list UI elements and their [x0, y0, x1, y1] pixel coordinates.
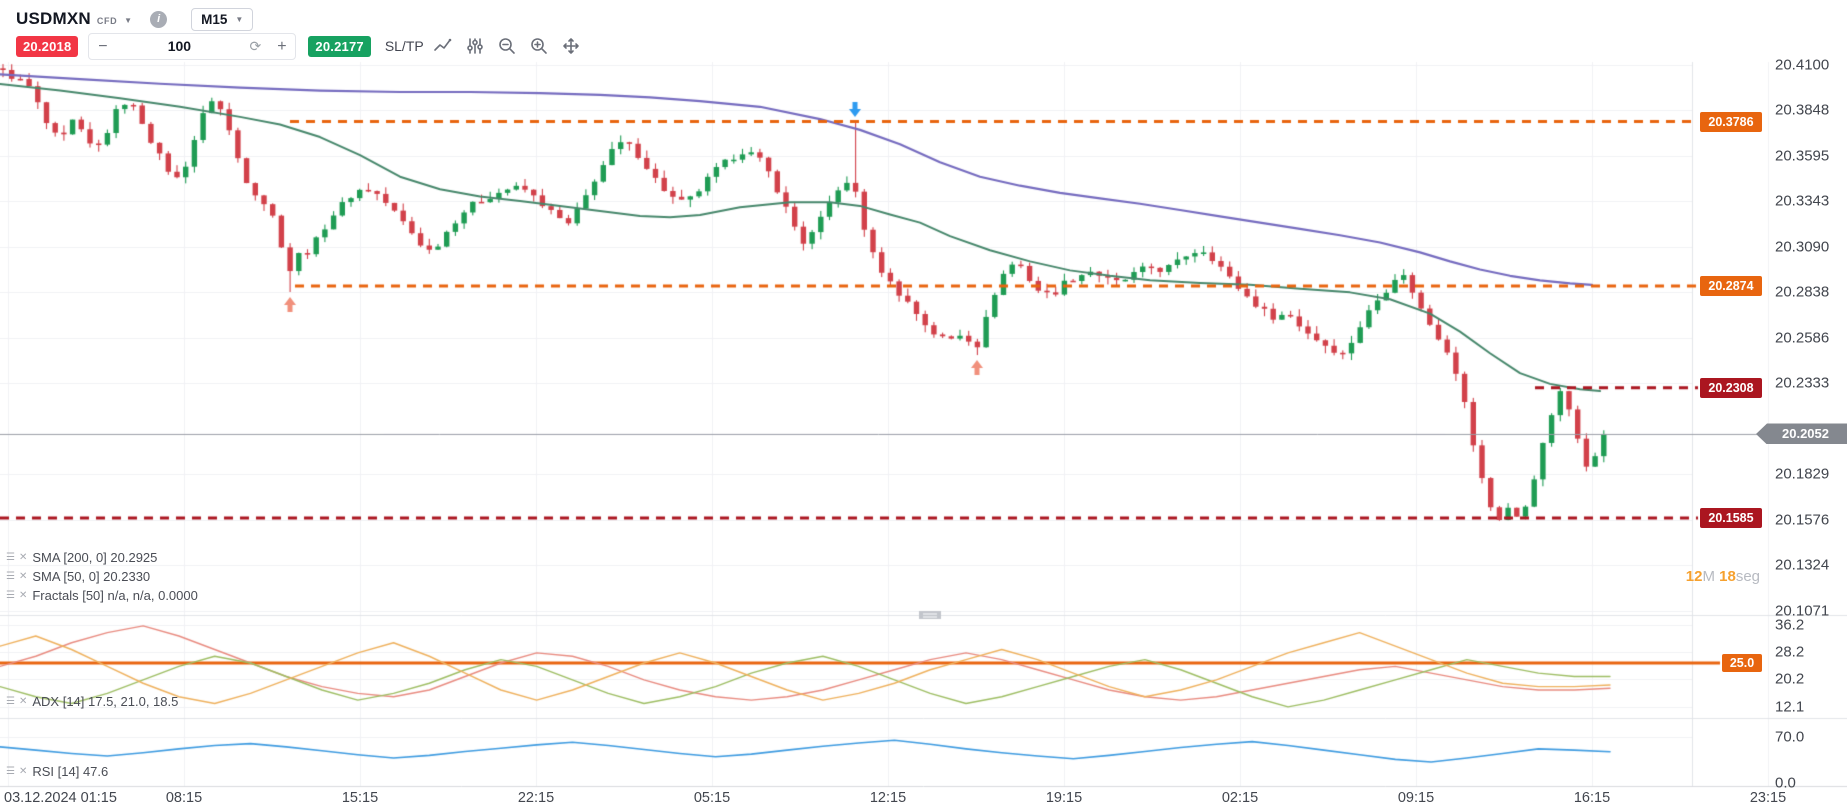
time-axis-label: 23:15 [1749, 790, 1787, 806]
zoom-in-icon [530, 38, 547, 54]
price-axis-label: 20.1576 [1775, 511, 1830, 529]
legend-fractals: ☰ ✕ Fractals [50] n/a, n/a, 0.0000 [6, 588, 198, 603]
amount-decrease-button[interactable]: − [98, 37, 108, 55]
legend-rsi: ☰ ✕ RSI [14] 47.6 [6, 764, 108, 779]
candle-countdown: 12M 18seg [1560, 568, 1760, 585]
legend-settings-icon[interactable]: ☰ [6, 696, 15, 707]
legend-fractals-text: Fractals [50] n/a, n/a, 0.0000 [32, 588, 198, 603]
price-axis-label: 20.1324 [1775, 556, 1830, 574]
price-level-badge[interactable]: 20.3786 [1700, 111, 1762, 132]
price-level-badge[interactable]: 20.2874 [1700, 275, 1762, 296]
price-axis-label: 20.2838 [1775, 283, 1830, 301]
move-chart-button[interactable] [558, 34, 584, 58]
trend-line-tool-button[interactable] [430, 34, 456, 58]
trade-toolbar: 20.2018 − 100 ⟳ + 20.2177 SL/TP [16, 32, 584, 60]
legend-close-icon[interactable]: ✕ [18, 696, 28, 707]
rsi-axis-label: 70.0 [1775, 728, 1805, 746]
price-axis-label: 20.1071 [1775, 602, 1830, 620]
time-axis-label: 19:15 [1045, 790, 1083, 806]
legend-close-icon[interactable]: ✕ [18, 552, 28, 563]
adx-level-badge[interactable]: 25.0 [1722, 654, 1762, 672]
sltp-button[interactable]: SL/TP [384, 38, 424, 54]
adx-axis-label: 20.2 [1775, 670, 1805, 688]
legend-adx: ☰ ✕ ADX [14] 17.5, 21.0, 18.5 [6, 694, 178, 709]
legend-sma200-text: SMA [200, 0] 20.2925 [32, 550, 158, 565]
countdown-seconds: 18 [1719, 568, 1736, 585]
info-icon[interactable]: i [150, 10, 168, 28]
symbol-name[interactable]: USDMXN [16, 9, 91, 28]
timeframe-value: M15 [201, 11, 228, 27]
time-axis-label: 05:15 [693, 790, 731, 806]
legend-adx-text: ADX [14] 17.5, 21.0, 18.5 [32, 694, 179, 709]
legend-close-icon[interactable]: ✕ [18, 766, 28, 777]
amount-value[interactable]: 100 [167, 38, 192, 54]
symbol-toolbar: USDMXN CFD ▼ i M15 ▼ [16, 6, 254, 32]
buy-button[interactable]: 20.2177 [308, 35, 371, 57]
time-axis-label: 15:15 [341, 790, 379, 806]
legend-settings-icon[interactable]: ☰ [6, 552, 15, 563]
legend-settings-icon[interactable]: ☰ [6, 766, 15, 777]
countdown-minutes-unit: M [1702, 568, 1720, 585]
rsi-axis-label: 0.0 [1775, 774, 1796, 792]
sell-button[interactable]: 20.2018 [16, 35, 79, 57]
countdown-minutes: 12 [1685, 568, 1703, 585]
price-axis-label: 20.2586 [1775, 329, 1830, 347]
adx-axis-label: 12.1 [1775, 698, 1805, 716]
price-axis-label: 20.3090 [1775, 238, 1830, 256]
zoom-out-icon [498, 38, 515, 54]
indicators-icon [466, 38, 483, 54]
current-price-tag: 20.2052 [1756, 423, 1847, 445]
time-axis-label: 09:15 [1397, 790, 1435, 806]
time-axis-label: 08:15 [165, 790, 203, 806]
price-level-badge[interactable]: 20.1585 [1700, 508, 1762, 529]
legend-sma200: ☰ ✕ SMA [200, 0] 20.2925 [6, 550, 157, 565]
instrument-type-label: CFD [96, 15, 118, 26]
time-axis-label: 03.12.2024 01:15 [4, 790, 117, 806]
time-axis-label: 16:15 [1573, 790, 1611, 806]
zoom-out-button[interactable] [494, 34, 520, 58]
countdown-seconds-unit: seg [1735, 568, 1760, 585]
legend-settings-icon[interactable]: ☰ [6, 590, 15, 601]
legend-sma50-text: SMA [50, 0] 20.2330 [32, 569, 151, 584]
time-axis-label: 02:15 [1221, 790, 1259, 806]
price-axis-label: 20.3595 [1775, 147, 1830, 165]
symbol-dropdown-caret-icon[interactable]: ▼ [124, 15, 133, 25]
amount-stepper: − 100 ⟳ + [88, 32, 297, 60]
legend-close-icon[interactable]: ✕ [18, 571, 28, 582]
adx-axis-label: 36.2 [1775, 616, 1805, 634]
time-axis-label: 12:15 [869, 790, 907, 806]
price-axis-label: 20.3343 [1775, 192, 1830, 210]
legend-settings-icon[interactable]: ☰ [6, 571, 15, 582]
refresh-icon[interactable]: ⟳ [249, 37, 262, 54]
adx-axis-label: 28.2 [1775, 643, 1805, 661]
price-axis-label: 20.1829 [1775, 465, 1830, 483]
zoom-in-button[interactable] [526, 34, 552, 58]
amount-increase-button[interactable]: + [277, 37, 287, 55]
price-axis-label: 20.4100 [1775, 56, 1830, 74]
legend-sma50: ☰ ✕ SMA [50, 0] 20.2330 [6, 569, 150, 584]
time-axis-label: 22:15 [517, 790, 555, 806]
trend-line-icon [433, 38, 452, 51]
price-level-badge[interactable]: 20.2308 [1700, 377, 1762, 398]
legend-close-icon[interactable]: ✕ [18, 590, 28, 601]
move-crosshair-icon [562, 38, 579, 54]
price-axis-label: 20.3848 [1775, 101, 1830, 119]
timeframe-caret-icon: ▼ [235, 15, 244, 24]
indicators-button[interactable] [462, 34, 488, 58]
price-axis-label: 20.2333 [1775, 374, 1830, 392]
timeframe-select[interactable]: M15 ▼ [191, 7, 254, 31]
legend-rsi-text: RSI [14] 47.6 [32, 764, 109, 779]
